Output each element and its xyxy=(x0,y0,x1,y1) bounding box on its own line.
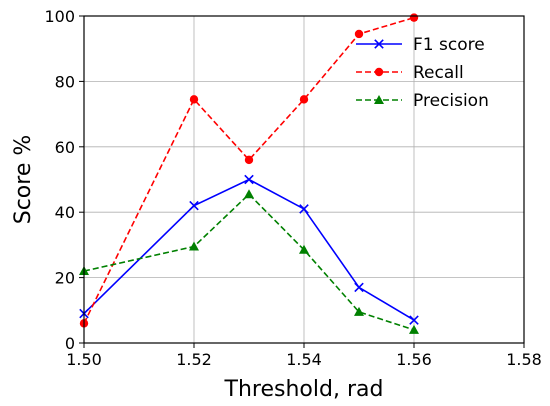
data-point xyxy=(409,13,419,22)
legend-label: Precision xyxy=(413,91,489,111)
legend-marker xyxy=(374,39,384,49)
x-axis-label: Threshold, rad xyxy=(224,377,384,402)
marker-stroke xyxy=(374,39,384,49)
data-point xyxy=(244,155,254,165)
data-point xyxy=(244,174,254,185)
marker-stroke xyxy=(244,174,254,185)
axis-ticks: 1.50 1.52 1.54 1.56 1.58 0 20 40 60 80 100 xyxy=(44,7,541,369)
x-tick-label: 1.52 xyxy=(176,350,212,369)
x-tick-label: 1.56 xyxy=(396,350,432,369)
data-point xyxy=(299,204,309,214)
legend-marker xyxy=(374,95,384,104)
data-point xyxy=(354,282,364,293)
marker-stroke xyxy=(299,204,309,214)
x-tick-label: 1.58 xyxy=(506,350,542,369)
y-tick-label: 20 xyxy=(55,269,75,288)
data-point xyxy=(354,29,364,39)
legend-marker xyxy=(374,67,384,77)
marker-stroke xyxy=(409,315,419,325)
series-recall xyxy=(79,13,419,328)
y-tick-label: 60 xyxy=(55,138,75,157)
x-tick-label: 1.54 xyxy=(286,350,322,369)
legend-item: F1 score xyxy=(356,35,485,55)
legend-item: Precision xyxy=(356,91,489,111)
data-point xyxy=(409,315,419,325)
data-point xyxy=(189,241,199,251)
y-tick-label: 40 xyxy=(55,203,75,222)
data-point xyxy=(299,244,309,254)
x-tick-label: 1.50 xyxy=(66,350,102,369)
legend-label: Recall xyxy=(413,63,464,83)
marker-stroke xyxy=(189,200,199,211)
series-precision xyxy=(79,189,419,334)
data-point xyxy=(299,95,309,104)
data-point xyxy=(189,200,199,211)
data-point xyxy=(189,95,199,104)
series-line xyxy=(83,193,415,331)
data-point xyxy=(409,324,419,334)
series-line xyxy=(83,178,415,321)
series-layer xyxy=(79,13,419,334)
y-axis-label: Score % xyxy=(11,135,36,225)
series-line xyxy=(83,16,415,324)
legend-label: F1 score xyxy=(413,35,485,55)
y-tick-label: 100 xyxy=(44,7,75,26)
legend-item: Recall xyxy=(356,63,464,83)
y-tick-label: 80 xyxy=(55,72,75,91)
data-point xyxy=(354,306,364,316)
y-tick-label: 0 xyxy=(65,334,75,353)
marker-stroke xyxy=(354,282,364,293)
legend: F1 score Recall Precision xyxy=(356,35,489,111)
data-point xyxy=(244,189,254,199)
